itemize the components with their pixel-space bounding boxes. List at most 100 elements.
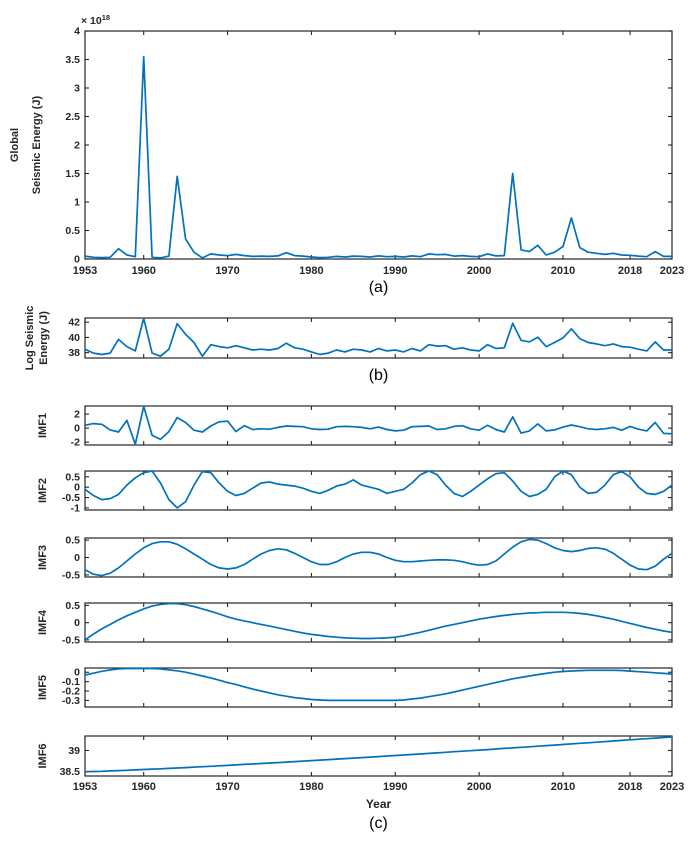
x-ticks xyxy=(84,603,673,642)
y-tick-labels: 0 0.5 1 1.5 2 2.5 3 3.5 4 xyxy=(65,26,80,266)
x-tick-label: 2010 xyxy=(551,265,575,277)
plot-box xyxy=(84,470,673,511)
y-axis-label: IMF4 xyxy=(37,609,49,635)
y-axis-label: IMF3 xyxy=(37,545,49,570)
subplot-imf5: 0-0.1-0.2-0.3 IMF5 xyxy=(37,667,673,708)
data-line-imf1 xyxy=(84,405,673,446)
x-tick-label: 1990 xyxy=(383,781,407,793)
x-tick-label: 2023 xyxy=(660,781,684,793)
x-tick-label: 2010 xyxy=(551,781,575,793)
data-line-a xyxy=(84,55,673,259)
plot-box xyxy=(84,735,673,777)
y-tick-label: 1.5 xyxy=(65,168,80,180)
x-axis-label: Year xyxy=(365,797,392,811)
y-tick-labels: 2 0 -2 xyxy=(71,409,81,449)
x-ticks xyxy=(84,406,673,445)
data-line-b xyxy=(84,317,673,358)
y-tick-label: -2 xyxy=(71,437,80,449)
subplot-imf1: 2 0 -2 IMF1 xyxy=(37,405,673,449)
x-tick-label: 1970 xyxy=(215,781,239,793)
y-tick-label: 38 xyxy=(68,347,80,359)
x-tick-label: 1980 xyxy=(299,781,323,793)
y-tick-label: -0.5 xyxy=(62,569,80,581)
x-tick-labels: 1953 1960 1970 1980 1990 2000 2010 2018 2023 xyxy=(73,265,684,277)
y-ticks xyxy=(85,539,672,576)
y-tick-label: 39 xyxy=(68,745,80,757)
subplot-b: 38 40 42 Log Seismic Energy (J) xyxy=(24,306,673,371)
plot-box xyxy=(84,667,673,708)
y-tick-label: 2.5 xyxy=(65,111,80,123)
y-tick-label: 2 xyxy=(74,409,80,421)
plot-box xyxy=(84,317,673,359)
y-tick-label: 0 xyxy=(74,667,80,679)
x-tick-label: 1990 xyxy=(383,265,407,277)
subplot-a: 0 0.5 1 1.5 2 2.5 3 3.5 4 1953 1960 1970 1980 1990 200… xyxy=(9,13,684,277)
y-tick-label: 0 xyxy=(74,552,80,564)
x-tick-label: 1970 xyxy=(215,265,239,277)
x-tick-labels: 1953 1960 1970 1980 1990 2000 2010 2018 2023 xyxy=(73,781,684,793)
y-tick-label: 42 xyxy=(68,317,80,329)
y-ticks xyxy=(85,30,672,260)
y-axis-label: Log Seismic xyxy=(24,306,36,371)
y-tick-labels: 0.50-0.5-1 xyxy=(62,471,80,514)
x-ticks xyxy=(84,31,673,259)
y-tick-label: 2 xyxy=(74,140,80,152)
caption-c: (c) xyxy=(369,815,388,832)
y-tick-labels: 39 38.5 xyxy=(60,745,81,778)
caption-a: (a) xyxy=(368,279,389,296)
subplot-imf4: 0.5 0 -0.5 IMF4 xyxy=(37,600,673,647)
y-axis-label: IMF2 xyxy=(37,478,49,503)
x-tick-label: 1960 xyxy=(131,265,155,277)
y-tick-label: 3.5 xyxy=(65,54,80,66)
y-tick-label: 0 xyxy=(74,254,80,266)
y-tick-label: 1 xyxy=(74,197,80,209)
y-tick-label: 3 xyxy=(74,83,80,95)
y-tick-label: 0.5 xyxy=(65,600,80,612)
x-tick-label: 1953 xyxy=(73,265,97,277)
y-tick-label: -0.5 xyxy=(62,492,80,504)
data-line-imf4 xyxy=(84,602,673,641)
y-axis-label: IMF5 xyxy=(37,675,49,700)
data-line-imf6 xyxy=(84,736,673,773)
data-line-imf2 xyxy=(84,470,673,509)
y-axis-label: Global xyxy=(9,128,21,162)
x-tick-label: 1980 xyxy=(299,265,323,277)
x-tick-label: 2018 xyxy=(618,265,642,277)
y-tick-label: 40 xyxy=(68,332,80,344)
y-axis-label: IMF1 xyxy=(37,413,49,438)
data-line-imf3 xyxy=(84,538,673,577)
plot-box xyxy=(84,602,673,643)
y-tick-label: 0 xyxy=(74,617,80,629)
y-ticks xyxy=(85,321,672,354)
y-tick-label: -0.5 xyxy=(62,634,80,646)
y-tick-label: 0 xyxy=(74,482,80,494)
x-tick-label: 1960 xyxy=(131,781,155,793)
subplot-imf2: 0.50-0.5-1 IMF2 xyxy=(37,470,673,514)
y-axis-label: IMF6 xyxy=(37,743,49,768)
y-tick-label: 38.5 xyxy=(60,766,81,778)
y-tick-label: 0.5 xyxy=(65,225,80,237)
y-axis-exponent: × 1018 xyxy=(81,13,110,27)
x-tick-label: 1953 xyxy=(73,781,97,793)
subplot-imf3: 0.5 0 -0.5 IMF3 xyxy=(37,535,673,581)
y-tick-labels: 0.5 0 -0.5 xyxy=(62,600,80,647)
y-tick-labels: 0-0.1-0.2-0.3 xyxy=(62,667,80,707)
plot-box xyxy=(84,30,673,260)
y-tick-label: 0.5 xyxy=(65,471,80,483)
y-tick-label: -0.2 xyxy=(62,686,80,698)
y-tick-label: 4 xyxy=(74,26,80,38)
x-tick-label: 2000 xyxy=(467,265,491,277)
y-tick-label: 0 xyxy=(74,423,80,435)
y-tick-label: -0.1 xyxy=(62,676,80,688)
subplot-imf6: 39 38.5 1953 1960 1970 1980 1990 2000 2010 2018 20… xyxy=(37,735,684,793)
y-ticks xyxy=(85,604,672,641)
x-tick-label: 2023 xyxy=(660,265,684,277)
y-tick-label: -0.3 xyxy=(62,695,80,707)
x-tick-label: 2018 xyxy=(618,781,642,793)
x-tick-label: 2000 xyxy=(467,781,491,793)
y-tick-labels: 38 40 42 xyxy=(68,317,80,359)
y-tick-label: -1 xyxy=(71,502,80,514)
y-ticks xyxy=(85,413,672,443)
